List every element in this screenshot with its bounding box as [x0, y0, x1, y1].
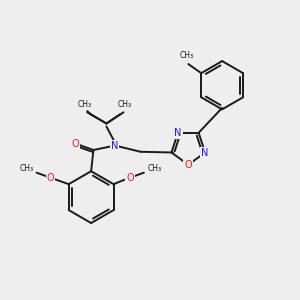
Text: CH₃: CH₃: [118, 100, 132, 109]
Text: O: O: [71, 139, 79, 148]
Text: CH₃: CH₃: [148, 164, 162, 173]
Text: O: O: [46, 173, 54, 183]
Text: N: N: [174, 128, 182, 138]
Text: O: O: [126, 173, 134, 183]
Text: N: N: [201, 148, 209, 158]
Text: N: N: [111, 142, 118, 152]
Text: CH₃: CH₃: [78, 100, 92, 109]
Text: O: O: [184, 160, 192, 170]
Text: CH₃: CH₃: [179, 52, 194, 61]
Text: CH₃: CH₃: [20, 164, 34, 173]
